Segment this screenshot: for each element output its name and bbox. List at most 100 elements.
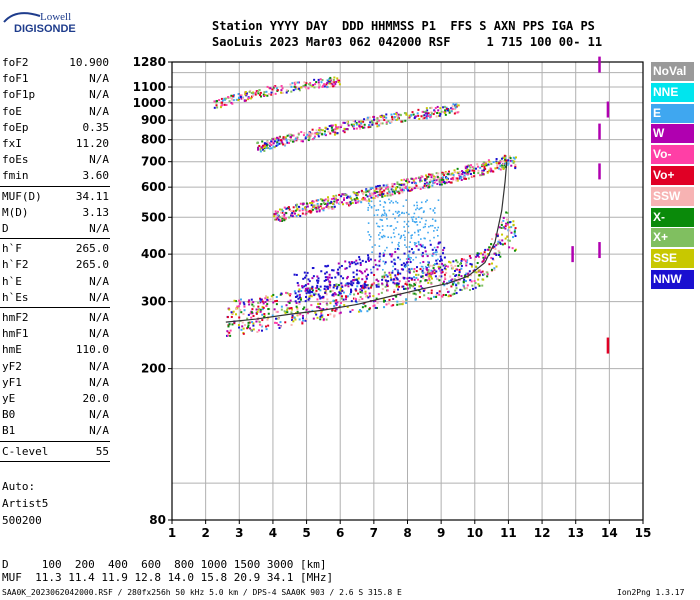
echo-point [383,299,386,302]
param-value: N/A [89,72,109,86]
echo-point [436,229,439,232]
echo-point [393,282,396,285]
echo-point [484,256,487,259]
echo-point [331,269,334,272]
echo-point [498,239,501,242]
echo-point [429,179,432,182]
echo-point [311,138,314,141]
echo-point [348,265,351,268]
echo-point [329,206,332,209]
echo-point [378,260,381,263]
echo-point [304,213,307,216]
echo-point [302,277,305,280]
x-tick-label: 9 [437,526,445,540]
echo-point [252,94,255,97]
echo-point [406,277,409,280]
echo-point [433,230,435,232]
param-row-b1: B1 N/A [2,423,109,439]
echo-point [281,87,284,90]
echo-point [352,282,355,285]
param-name: foF1 [2,72,29,86]
param-value: N/A [89,408,109,422]
echo-point [410,267,413,270]
echo-point [287,300,290,303]
echo-point [218,99,221,102]
echo-point [331,308,334,311]
echo-point [385,273,388,276]
echo-point [266,143,269,146]
echo-point [466,165,469,168]
param-row-foes: foEs N/A [2,152,109,168]
echo-point [398,285,401,288]
echo-point [335,80,338,83]
echo-point [244,99,247,102]
echo-point [268,147,271,150]
echo-point [306,289,309,292]
echo-point [492,170,495,173]
echo-point [378,255,381,258]
echo-point [340,275,343,278]
echo-point [263,149,266,152]
echo-point [408,268,411,271]
echo-point [376,120,379,123]
echo-point [405,261,408,264]
echo-point [447,108,450,111]
echo-point [232,95,235,98]
echo-point [390,304,393,307]
echo-point [424,110,427,113]
y-tick-label: 600 [141,180,166,194]
echo-point [464,280,467,283]
echo-point [397,233,400,236]
echo-point [380,214,383,217]
echo-point [412,251,415,254]
echo-point [465,172,468,175]
echo-point [284,136,287,139]
echo-point [337,81,340,84]
echo-point [320,308,323,311]
echo-point [298,205,301,208]
echo-point [424,265,427,268]
echo-point [433,181,436,184]
echo-point [398,241,400,244]
echo-point [309,211,312,214]
echo-point [465,171,468,174]
y-tick-label: 900 [141,113,166,127]
echo-point [439,107,442,110]
echo-point [377,234,380,236]
echo-point [290,85,293,88]
echo-point [336,77,339,80]
echo-point [490,256,493,259]
echo-point [377,209,380,211]
echo-point [339,292,342,295]
echo-point [457,282,460,285]
echo-point [422,244,424,246]
echo-point [483,273,486,276]
echo-point [442,293,445,296]
echo-point [421,287,424,290]
echo-point [352,124,355,127]
echo-point [227,325,230,328]
echo-point [395,227,397,229]
echo-point [416,201,418,204]
echo-point [386,246,388,249]
echo-point [386,194,389,197]
echo-point [440,271,443,274]
echo-point [346,277,349,280]
echo-point [460,264,463,267]
echo-point [393,288,396,291]
echo-point [391,115,394,118]
echo-point [317,277,320,280]
echo-point [444,171,447,174]
echo-point [481,284,484,287]
legend-item-e: E [651,103,694,123]
echo-point [259,308,262,311]
echo-point [357,191,360,194]
echo-point [308,295,311,298]
echo-point [262,148,265,151]
echo-point [382,234,385,237]
echo-point [465,177,468,180]
echo-point [444,113,447,116]
echo-point [450,177,453,180]
echo-point [361,126,364,129]
echo-point [248,299,251,302]
